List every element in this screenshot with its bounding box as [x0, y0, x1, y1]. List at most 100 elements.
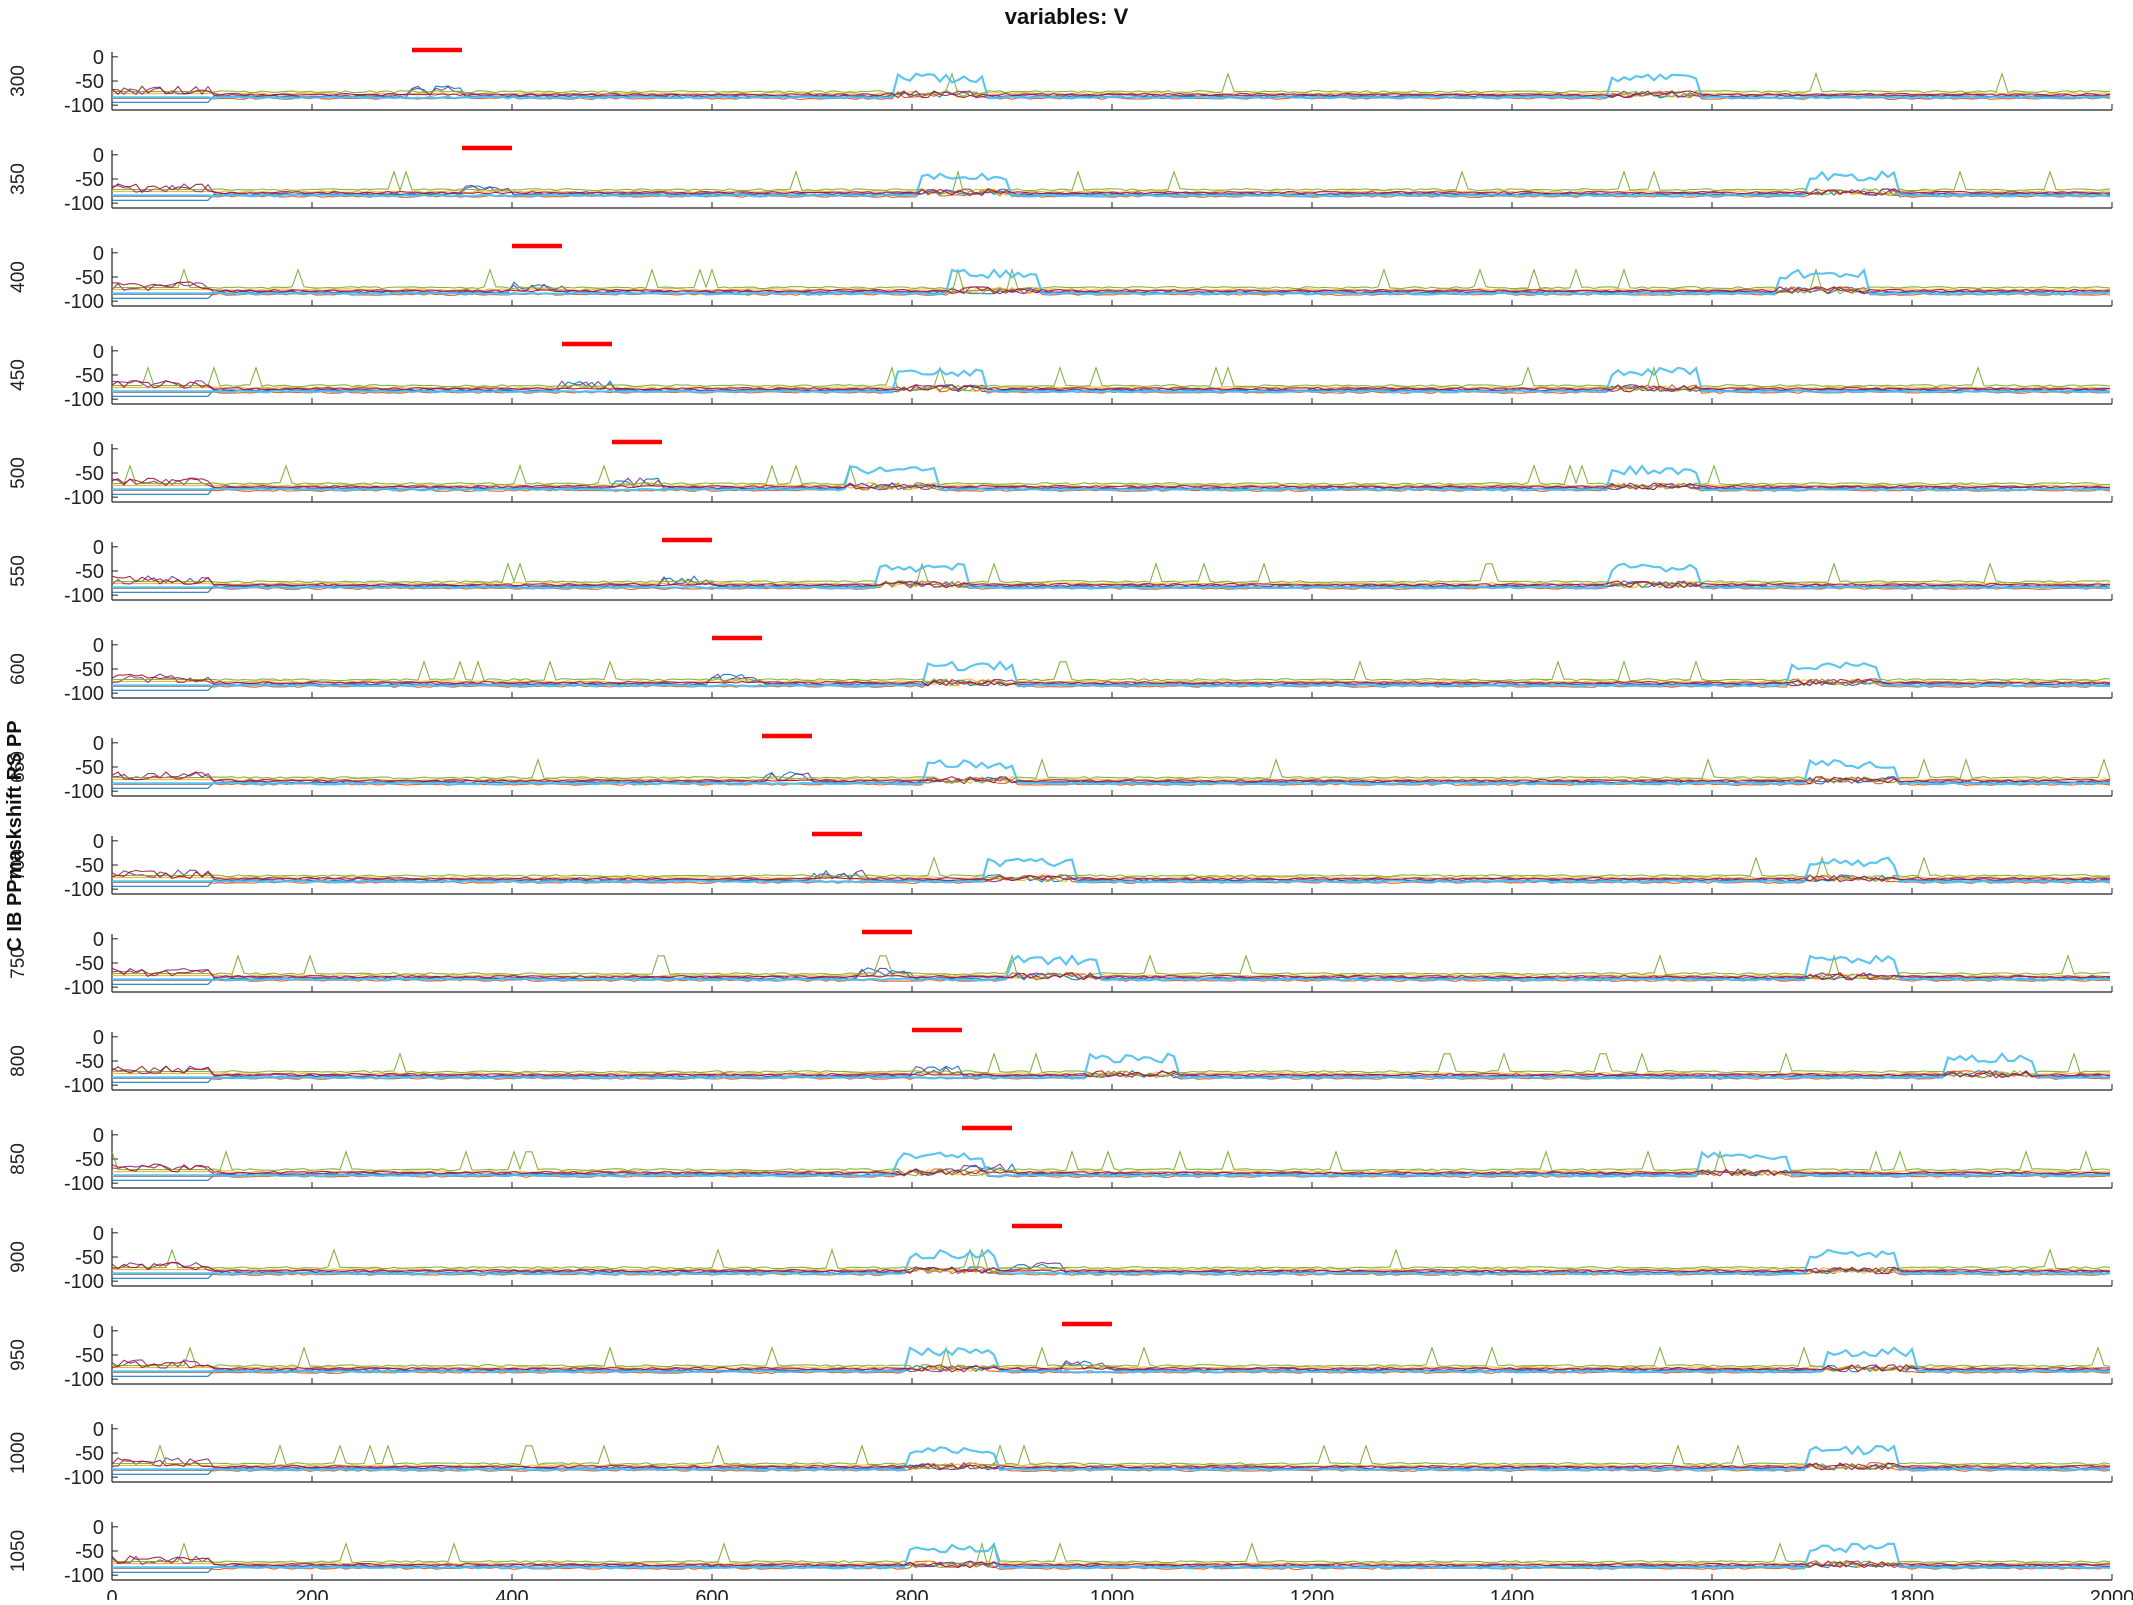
- panel-3-ytick-label: 0: [93, 243, 104, 265]
- panel-12-ytick-label: 0: [93, 1125, 104, 1147]
- x-tick-label: 0: [106, 1587, 117, 1600]
- panel-1-trace-6: [112, 72, 2111, 100]
- panel-10-trace-5: [112, 953, 2110, 981]
- panel-2-trace-7: [111, 183, 2111, 197]
- panel-4-ytick-label: 0: [93, 341, 104, 363]
- panel-14-trace-6: [112, 1346, 2111, 1374]
- panel-10-row-label: 750: [8, 947, 29, 979]
- panel-14-trace-3: [112, 1364, 2111, 1373]
- panel-10-trace-7: [111, 967, 2111, 981]
- panel-2-trace-5: [112, 169, 2111, 197]
- x-tick-label: 1200: [1290, 1587, 1335, 1600]
- panel-1-trace-3: [112, 90, 2111, 98]
- panel-8-trace-3: [112, 776, 2111, 785]
- panel-4-trace-6: [112, 366, 2111, 394]
- panel-8-row-label: 650: [8, 751, 29, 783]
- panel-16-row-label: 1050: [8, 1530, 29, 1572]
- panel-7-trace-3: [112, 678, 2111, 687]
- panel-12-ytick-label: -100: [64, 1173, 104, 1195]
- panel-9-ytick-label: -50: [75, 855, 104, 877]
- panel-4-row-label: 450: [8, 359, 29, 391]
- panel-16-trace-7: [111, 1555, 2111, 1569]
- panel-6-ytick-label: -100: [64, 585, 104, 607]
- chart-title: variables: V: [1004, 4, 1129, 29]
- panel-3-trace-5: [112, 267, 2111, 295]
- x-tick-label: 1600: [1690, 1587, 1735, 1600]
- panel-9-trace-7: [111, 869, 2111, 883]
- panel-14-ytick-label: -50: [75, 1345, 104, 1367]
- panel-5-ytick-label: -50: [75, 463, 104, 485]
- panel-11-ytick-label: -100: [64, 1075, 104, 1097]
- panel-16-ytick-label: -50: [75, 1541, 104, 1563]
- panel-6-trace-7: [111, 575, 2111, 589]
- panel-6-ytick-label: -50: [75, 561, 104, 583]
- panel-5-ytick-label: 0: [93, 439, 104, 461]
- panel-1-ytick-label: -100: [64, 95, 104, 117]
- panel-14-ytick-label: 0: [93, 1321, 104, 1343]
- panel-5-trace-5: [112, 464, 2111, 491]
- x-tick-label: 1000: [1090, 1587, 1135, 1600]
- panel-1-ytick-label: 0: [93, 47, 104, 69]
- panel-8-ytick-label: -50: [75, 757, 104, 779]
- panel-2-ytick-label: -100: [64, 193, 104, 215]
- panel-8-trace-5: [112, 758, 2111, 784]
- panel-6-ytick-label: 0: [93, 537, 104, 559]
- panel-8-trace-4: [111, 771, 2111, 784]
- panel-1-ytick-label: -50: [75, 71, 104, 93]
- panel-12-ytick-label: -50: [75, 1149, 104, 1171]
- panel-4-trace-3: [112, 384, 2110, 393]
- panel-3-row-label: 400: [8, 261, 29, 293]
- panel-13-trace-5: [112, 1247, 2111, 1275]
- panel-4-ytick-label: -50: [75, 365, 104, 387]
- panel-7-ytick-label: -50: [75, 659, 104, 681]
- panel-3-trace-6: [112, 268, 2111, 296]
- panel-14-trace-7: [111, 1359, 2111, 1373]
- panel-11-trace-6: [112, 1052, 2111, 1080]
- x-tick-label: 1800: [1890, 1587, 1935, 1600]
- panel-7-ytick-label: -100: [64, 683, 104, 705]
- panel-14-ytick-label: -100: [64, 1369, 104, 1391]
- panel-16-trace-6: [112, 1542, 2110, 1570]
- panel-9-trace-5: [112, 855, 2111, 883]
- panel-2-row-label: 350: [8, 163, 29, 195]
- panel-8-trace-6: [112, 758, 2111, 786]
- panel-13-trace-6: [112, 1248, 2111, 1276]
- panel-2-trace-6: [112, 170, 2111, 198]
- panel-14-trace-5: [112, 1345, 2111, 1372]
- panel-13-trace-7: [111, 1262, 2111, 1275]
- panel-4-ytick-label: -100: [64, 389, 104, 411]
- panel-3-ytick-label: -50: [75, 267, 104, 289]
- panel-16-ytick-label: -100: [64, 1565, 104, 1587]
- panel-4-trace-5: [112, 365, 2111, 393]
- panel-8-trace-7: [111, 771, 2111, 785]
- panel-6-row-label: 550: [8, 555, 29, 587]
- panel-16-trace-3: [112, 1560, 2111, 1569]
- panel-15-trace-5: [112, 1443, 2111, 1471]
- panel-2-ytick-label: -50: [75, 169, 104, 191]
- panel-3-trace-7: [111, 281, 2111, 295]
- panel-6-trace-5: [112, 561, 2111, 589]
- panel-15-row-label: 1000: [8, 1432, 29, 1474]
- panel-5-trace-3: [112, 482, 2111, 491]
- panel-10-ytick-label: -100: [64, 977, 104, 999]
- y-axis-label: C IB PPmaskshift RS PP: [4, 720, 26, 952]
- panel-2-ytick-label: 0: [93, 145, 104, 167]
- panel-15-trace-4: [111, 1457, 2111, 1471]
- panel-12-trace-6: [112, 1150, 2111, 1178]
- panel-1-trace-5: [112, 72, 2110, 98]
- panel-8-ytick-label: -100: [64, 781, 104, 803]
- panel-4-trace-7: [111, 380, 2111, 393]
- panel-15-ytick-label: -50: [75, 1443, 104, 1465]
- x-tick-label: 600: [695, 1587, 728, 1600]
- panel-11-trace-5: [112, 1052, 2111, 1079]
- panel-1-trace-7: [111, 85, 2111, 99]
- panel-13-row-label: 900: [8, 1241, 29, 1273]
- panel-6-trace-6: [112, 562, 2111, 590]
- panel-1-row-label: 300: [8, 65, 29, 97]
- panel-11-ytick-label: 0: [93, 1027, 104, 1049]
- panel-12-row-label: 850: [8, 1143, 29, 1175]
- panel-16-trace-5: [112, 1541, 2111, 1569]
- panel-11-trace-7: [111, 1065, 2111, 1079]
- panel-3-ytick-label: -100: [64, 291, 104, 313]
